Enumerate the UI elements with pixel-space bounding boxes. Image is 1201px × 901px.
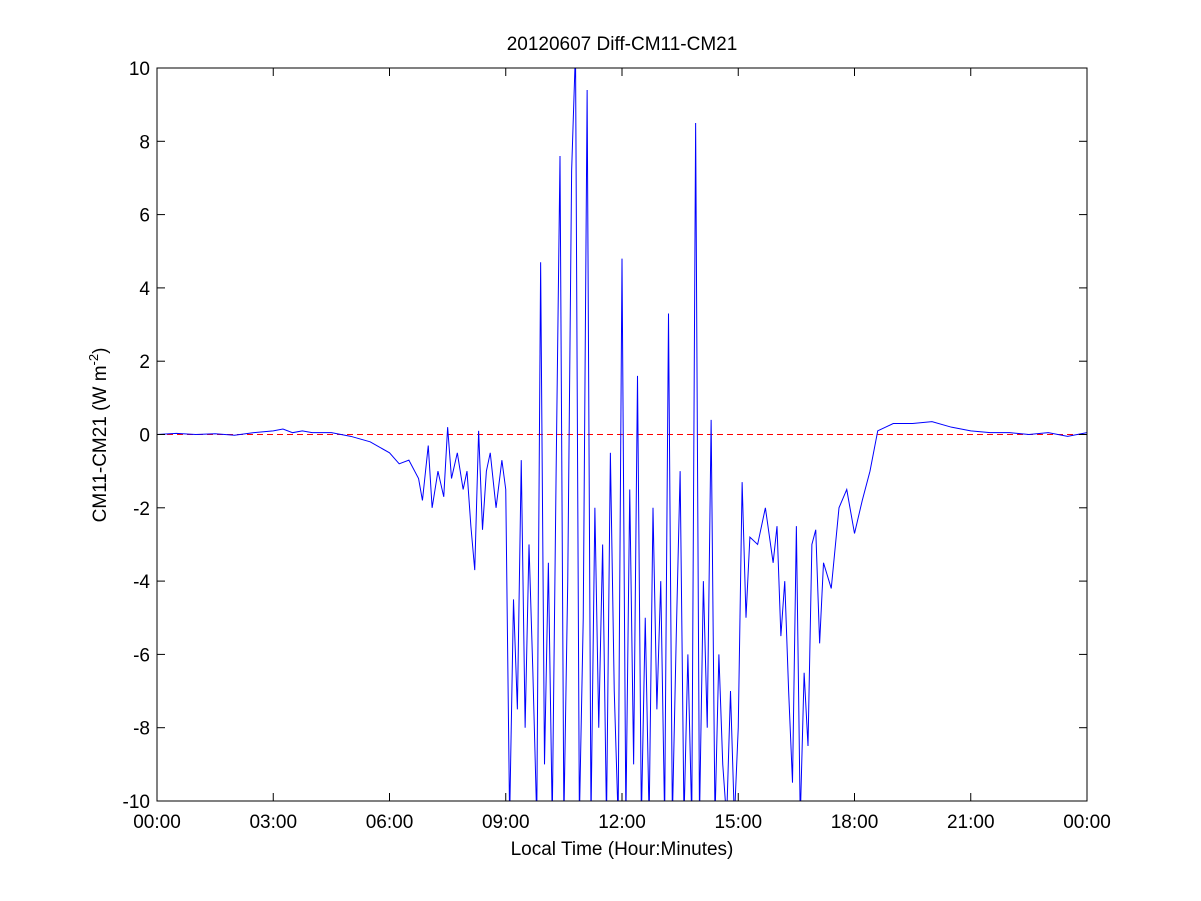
- y-tick-label: 6: [139, 206, 150, 227]
- y-label-text: CM11-CM21 (W m: [90, 365, 111, 522]
- x-tick-label: 21:00: [947, 812, 995, 833]
- y-tick-label: -2: [133, 499, 150, 520]
- y-label-superscript: -2: [86, 354, 101, 366]
- x-tick-label: 09:00: [482, 812, 530, 833]
- y-axis-label: CM11-CM21 (W m-2): [86, 348, 111, 523]
- y-tick-label: 8: [139, 132, 150, 153]
- chart-title: 20120607 Diff-CM11-CM21: [507, 34, 738, 55]
- y-tick-label: 4: [139, 279, 150, 300]
- plot-area: [157, 68, 1087, 801]
- data-line: [157, 68, 1087, 801]
- y-tick-label: -4: [133, 572, 150, 593]
- y-tick-label: -8: [133, 719, 150, 740]
- x-tick-label: 00:00: [133, 812, 181, 833]
- x-tick-label: 18:00: [831, 812, 879, 833]
- x-tick-label: 15:00: [714, 812, 762, 833]
- y-tick-label: -10: [123, 792, 150, 813]
- y-label-suffix: ): [90, 348, 111, 354]
- x-axis-label: Local Time (Hour:Minutes): [511, 839, 734, 860]
- x-tick-label: 03:00: [249, 812, 297, 833]
- y-tick-label: 2: [139, 352, 150, 373]
- x-tick-label: 06:00: [366, 812, 414, 833]
- y-tick-label: -6: [133, 645, 150, 666]
- x-tick-label: 00:00: [1063, 812, 1111, 833]
- x-tick-label: 12:00: [598, 812, 646, 833]
- y-tick-label: 10: [129, 59, 150, 80]
- y-tick-label: 0: [139, 426, 150, 447]
